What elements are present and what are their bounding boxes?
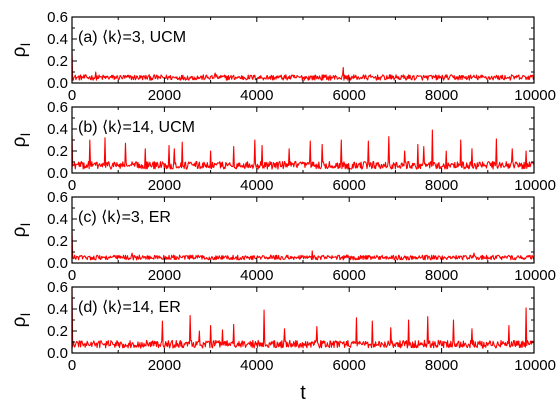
y-tick-label-3-2: 0.4 xyxy=(47,301,68,318)
x-axis-label: t xyxy=(300,382,306,403)
series-line-0 xyxy=(72,49,534,81)
panel-label-3: (d) ⟨k⟩=14, ER xyxy=(78,299,181,316)
x-tick-label-0-5: 10000 xyxy=(514,87,556,104)
y-tick-label-0-2: 0.4 xyxy=(47,31,68,48)
x-tick-label-2-2: 4000 xyxy=(240,267,273,284)
plot-frame-0 xyxy=(71,16,535,84)
y-axis-label-symbol: ρ xyxy=(9,46,30,57)
y-axis-label-subscript: I xyxy=(17,43,33,47)
y-tick-label-1-1: 0.2 xyxy=(47,143,68,160)
panel-3: 0.0 0.2 0.4 0.6 0 2000 4000 6000 8000 10000 ρI (d) … xyxy=(9,279,556,374)
y-axis-label-symbol: ρ xyxy=(9,226,30,237)
y-axis-label-subscript: I xyxy=(17,313,33,317)
x-tick-label-3-3: 6000 xyxy=(333,357,366,374)
x-tick-label-3-1: 2000 xyxy=(148,357,181,374)
y-tick-label-1-3: 0.6 xyxy=(47,99,68,116)
y-tick-label-1-0: 0.0 xyxy=(47,165,68,182)
y-tick-label-3-0: 0.0 xyxy=(47,345,68,362)
y-axis-label-3: ρI xyxy=(9,313,33,328)
panel-label-0: (a) ⟨k⟩=3, UCM xyxy=(78,29,186,46)
x-tick-label-2-1: 2000 xyxy=(148,267,181,284)
y-axis-label-subscript: I xyxy=(17,223,33,227)
y-tick-label-2-3: 0.6 xyxy=(47,189,68,206)
y-tick-label-2-2: 0.4 xyxy=(47,211,68,228)
y-axis-label-symbol: ρ xyxy=(9,316,30,327)
y-tick-label-1-2: 0.4 xyxy=(47,121,68,138)
x-tick-label-2-4: 8000 xyxy=(425,267,458,284)
x-tick-label-1-1: 2000 xyxy=(148,177,181,194)
panel-2: 0.0 0.2 0.4 0.6 0 2000 4000 6000 8000 10000 ρI (c) … xyxy=(9,189,556,284)
x-tick-label-3-0: 0 xyxy=(68,357,76,374)
y-axis-label-1: ρI xyxy=(9,133,33,148)
x-tick-label-3-5: 10000 xyxy=(514,357,556,374)
x-tick-label-0-3: 6000 xyxy=(333,87,366,104)
y-tick-label-3-3: 0.6 xyxy=(47,279,68,296)
y-axis-label-2: ρI xyxy=(9,223,33,238)
x-tick-label-3-4: 8000 xyxy=(425,357,458,374)
x-tick-label-1-3: 6000 xyxy=(333,177,366,194)
x-tick-label-1-5: 10000 xyxy=(514,177,556,194)
y-tick-label-2-0: 0.0 xyxy=(47,255,68,272)
x-tick-label-0-0: 0 xyxy=(68,87,76,104)
x-tick-label-1-2: 4000 xyxy=(240,177,273,194)
y-axis-label-subscript: I xyxy=(17,133,33,137)
x-tick-label-0-1: 2000 xyxy=(148,87,181,104)
y-tick-label-0-1: 0.2 xyxy=(47,53,68,70)
x-tick-label-0-4: 8000 xyxy=(425,87,458,104)
y-tick-label-2-1: 0.2 xyxy=(47,233,68,250)
panel-0: 0.0 0.2 0.4 0.6 0 2000 4000 6000 8000 10000 ρI (a) … xyxy=(9,9,556,104)
y-tick-label-0-0: 0.0 xyxy=(47,75,68,92)
plot-frame-2 xyxy=(71,196,535,264)
series-line-2 xyxy=(72,229,534,261)
x-tick-label-2-3: 6000 xyxy=(333,267,366,284)
x-tick-label-2-5: 10000 xyxy=(514,267,556,284)
panel-label-1: (b) ⟨k⟩=14, UCM xyxy=(78,119,195,136)
y-tick-label-0-3: 0.6 xyxy=(47,9,68,26)
panel-1: 0.0 0.2 0.4 0.6 0 2000 4000 6000 8000 10000 ρI (b) … xyxy=(9,99,556,194)
series-line-3 xyxy=(72,287,534,349)
y-axis-label-0: ρI xyxy=(9,43,33,58)
x-tick-label-0-2: 4000 xyxy=(240,87,273,104)
series-line-1 xyxy=(72,129,534,170)
x-tick-label-1-4: 8000 xyxy=(425,177,458,194)
y-axis-label-symbol: ρ xyxy=(9,136,30,147)
panel-label-2: (c) ⟨k⟩=3, ER xyxy=(78,209,171,226)
x-tick-label-2-0: 0 xyxy=(68,267,76,284)
x-tick-label-3-2: 4000 xyxy=(240,357,273,374)
x-tick-label-1-0: 0 xyxy=(68,177,76,194)
y-tick-label-3-1: 0.2 xyxy=(47,323,68,340)
